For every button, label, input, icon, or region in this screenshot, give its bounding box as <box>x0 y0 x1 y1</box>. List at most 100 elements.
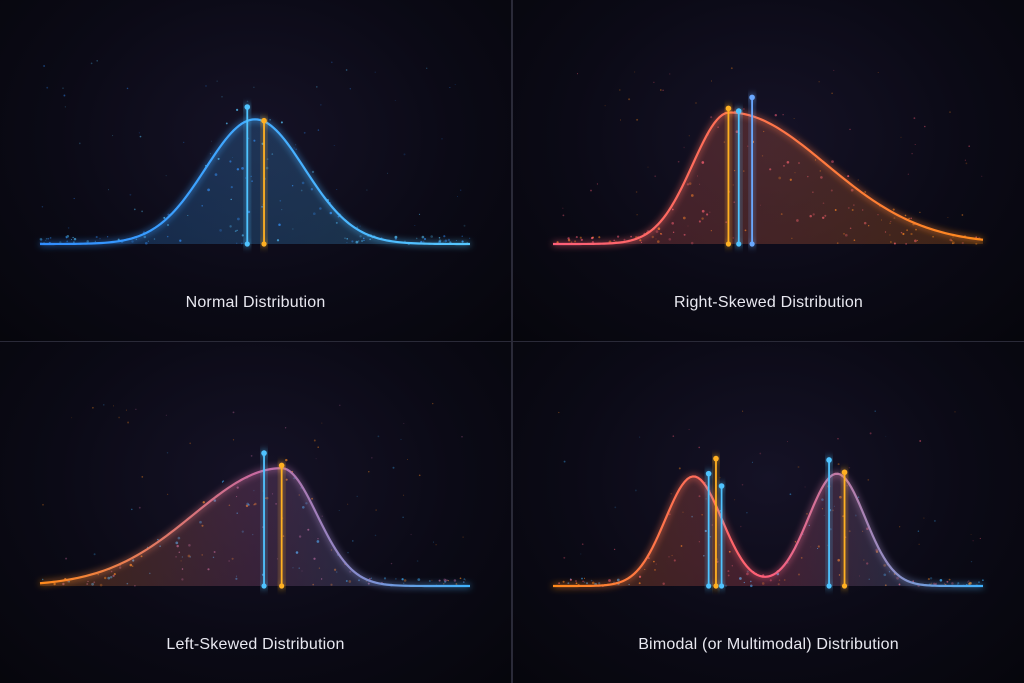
star-dot <box>818 81 820 83</box>
particle-dot <box>582 580 584 583</box>
star-dot <box>338 510 340 512</box>
particle-dot <box>567 238 571 242</box>
star-dot <box>614 506 617 509</box>
particle-dot <box>616 235 620 238</box>
star-dot <box>688 135 690 137</box>
particle-dot <box>556 241 559 244</box>
star-dot <box>141 476 144 478</box>
particle-dot <box>45 237 48 240</box>
particle-dot <box>462 581 465 583</box>
caption-bimodal: Bimodal (or Multimodal) Distribution <box>638 636 899 653</box>
star-dot <box>837 438 839 440</box>
marker-base-dot <box>261 241 267 247</box>
star-dot <box>183 141 185 144</box>
marker-line-1 <box>735 108 742 247</box>
star-dot <box>698 446 701 449</box>
marker-base-dot <box>279 583 285 589</box>
particle-dot <box>395 578 397 580</box>
particle-dot <box>47 237 50 240</box>
star-dot <box>970 534 972 536</box>
distribution-area <box>40 468 470 586</box>
particle-dot <box>967 581 969 583</box>
particle-dot <box>295 148 298 151</box>
particle-dot <box>453 579 457 582</box>
star-dot <box>751 461 753 463</box>
star-dot <box>377 435 380 438</box>
star-dot <box>359 225 361 227</box>
particle-dot <box>444 580 447 583</box>
star-dot <box>857 179 860 181</box>
particle-dot <box>402 582 405 585</box>
star-dot <box>917 530 920 532</box>
particle-dot <box>904 214 907 217</box>
particle-dot <box>70 239 73 241</box>
particle-dot <box>590 236 594 240</box>
star-dot <box>317 446 320 448</box>
star-dot <box>400 438 402 440</box>
particle-dot <box>41 578 44 581</box>
star-dot <box>356 495 358 498</box>
particle-dot <box>591 581 595 585</box>
particle-dot <box>575 580 577 582</box>
particle-dot <box>459 577 462 580</box>
marker-base-dot <box>718 583 725 589</box>
star-dot <box>374 71 376 73</box>
particle-dot <box>978 581 980 584</box>
particle-dot <box>567 582 570 585</box>
star-dot <box>71 417 73 419</box>
particle-dot <box>356 226 359 228</box>
star-dot <box>125 409 127 411</box>
star-dot <box>205 85 207 87</box>
marker-top-dot <box>725 105 732 112</box>
star-dot <box>210 140 212 142</box>
particle-dot <box>423 237 427 241</box>
particle-dot <box>222 480 225 482</box>
star-dot <box>93 553 96 556</box>
marker-top-dot <box>705 470 712 477</box>
particle-dot <box>157 538 159 541</box>
particle-dot <box>461 240 464 243</box>
panel-normal: Normal Distribution <box>0 0 511 341</box>
marker-line-0 <box>725 105 732 247</box>
star-dot <box>333 145 335 146</box>
marker-line-0 <box>261 450 267 589</box>
star-dot <box>924 125 926 128</box>
particle-dot <box>443 578 446 581</box>
star-dot <box>317 129 320 131</box>
star-dot <box>636 214 638 216</box>
star-dot <box>42 503 44 506</box>
particle-dot <box>462 581 465 584</box>
star-dot <box>284 427 287 429</box>
star-dot <box>981 175 983 177</box>
star-dot <box>454 83 456 86</box>
star-dot <box>129 193 132 196</box>
star-dot <box>740 525 742 528</box>
star-dot <box>78 142 81 145</box>
particle-dot <box>969 581 972 585</box>
particle-dot <box>794 541 797 543</box>
particle-dot <box>49 237 52 239</box>
particle-dot <box>72 236 74 239</box>
particle-dot <box>569 578 572 580</box>
star-dot <box>613 548 616 551</box>
star-dot <box>456 196 458 197</box>
star-dot <box>848 466 851 469</box>
marker-base-dot <box>261 583 267 589</box>
star-dot <box>907 173 909 175</box>
star-dot <box>463 224 466 227</box>
particle-dot <box>443 235 446 238</box>
star-dot <box>949 111 951 113</box>
star-dot <box>635 191 638 193</box>
star-dot <box>403 153 406 156</box>
particle-dot <box>575 236 578 239</box>
particle-dot <box>444 579 447 582</box>
particle-dot <box>94 240 96 242</box>
particle-dot <box>608 579 611 582</box>
star-dot <box>96 60 98 62</box>
star-dot <box>833 69 835 71</box>
star-dot <box>581 543 584 546</box>
particle-dot <box>837 463 840 466</box>
star-dot <box>320 104 322 106</box>
star-dot <box>900 136 902 139</box>
